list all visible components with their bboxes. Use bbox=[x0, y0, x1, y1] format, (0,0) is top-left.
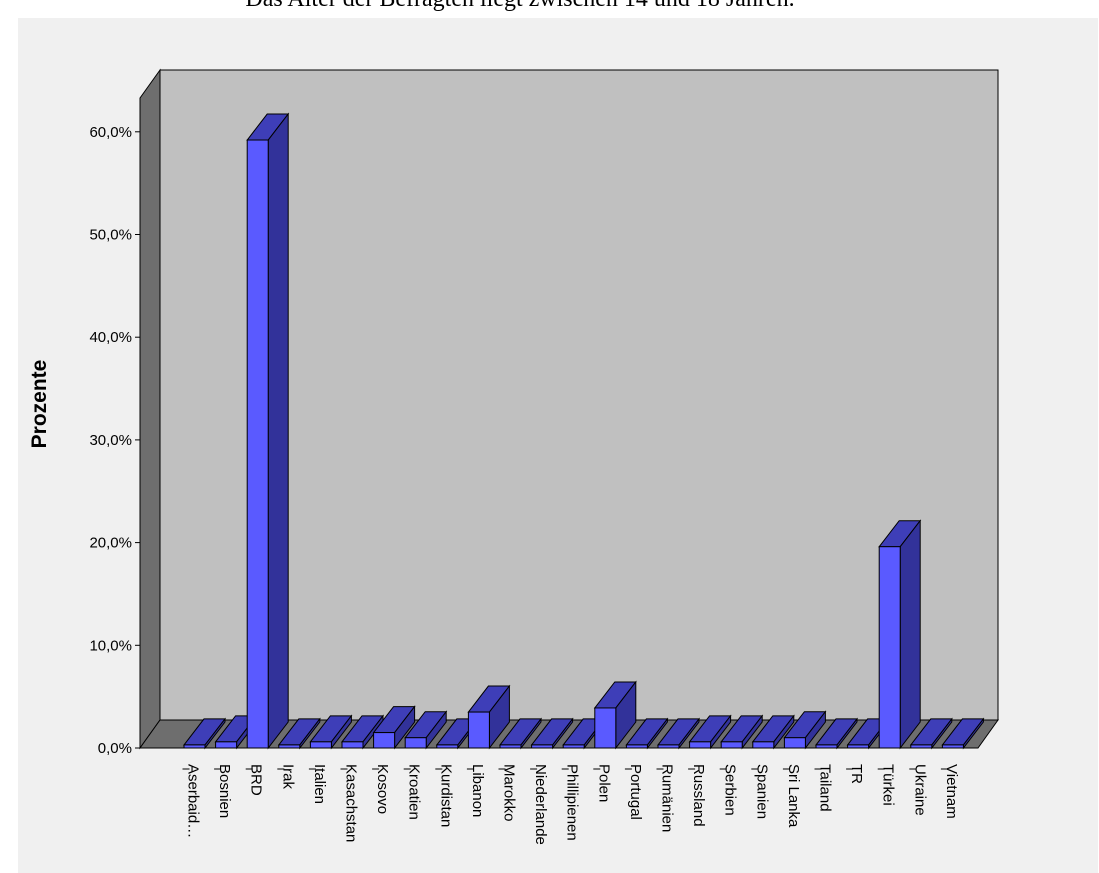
x-tick-label: Serbien bbox=[722, 764, 739, 816]
bars bbox=[182, 112, 985, 750]
x-tick-label: BRD bbox=[248, 764, 265, 796]
x-tick-label: Portugal bbox=[627, 764, 644, 820]
bar bbox=[467, 684, 511, 750]
bar bbox=[656, 717, 701, 750]
bar bbox=[941, 717, 985, 750]
bar-front bbox=[594, 707, 617, 749]
bar-front bbox=[752, 741, 775, 749]
bar-front bbox=[341, 741, 364, 749]
y-tick-label: 0,0% bbox=[98, 740, 132, 757]
bar bbox=[182, 717, 227, 750]
x-tick-label: Aserbaid… bbox=[185, 764, 202, 838]
y-tick-label: 30,0% bbox=[89, 432, 132, 449]
bar-front bbox=[910, 744, 933, 749]
x-tick-label: Kasachstan bbox=[343, 764, 360, 842]
x-tick-label: Kurdistan bbox=[437, 764, 454, 827]
bar-side bbox=[899, 519, 921, 750]
bar-front bbox=[562, 744, 585, 749]
x-tick-label: Vietnam bbox=[943, 764, 960, 819]
y-tick-label: 50,0% bbox=[89, 227, 132, 244]
x-tick-label: Italien bbox=[311, 764, 328, 804]
y-axis-label: Prozente bbox=[28, 360, 51, 449]
bar bbox=[878, 519, 922, 750]
x-tick-label: Polen bbox=[595, 764, 612, 802]
bar bbox=[404, 710, 448, 750]
bar bbox=[751, 714, 795, 750]
x-tick-label: Kroatien bbox=[406, 764, 423, 820]
bar bbox=[246, 112, 290, 750]
bar-front bbox=[436, 744, 459, 749]
bar bbox=[277, 717, 321, 750]
chart-side-wall bbox=[139, 68, 161, 750]
bar-front bbox=[499, 744, 522, 749]
bar-front bbox=[878, 546, 901, 749]
bar bbox=[340, 714, 385, 750]
x-tick-label: Marokko bbox=[501, 764, 518, 822]
x-tick-label: Tailand bbox=[817, 764, 834, 812]
x-tick-label: TR bbox=[848, 764, 865, 784]
bar-front bbox=[720, 741, 743, 749]
bar-front bbox=[531, 744, 554, 749]
x-tick-label: Phillipienen bbox=[564, 764, 581, 841]
x-tick-label: Kosovo bbox=[374, 764, 391, 814]
x-tick-label: Russland bbox=[690, 764, 707, 827]
bar-front bbox=[183, 744, 206, 749]
bar bbox=[309, 714, 353, 750]
y-tick-label: 20,0% bbox=[89, 535, 132, 552]
bar bbox=[783, 710, 827, 750]
bar bbox=[909, 717, 953, 750]
bar-front bbox=[246, 139, 269, 749]
bar bbox=[593, 680, 637, 750]
bar-front bbox=[689, 741, 712, 749]
x-tick-label: Irak bbox=[279, 764, 296, 790]
x-tick-label: Bosnien bbox=[216, 764, 233, 818]
bar-front bbox=[309, 741, 332, 749]
chart-caption: Das Alter der Befragten liegt zwischen 1… bbox=[0, 0, 1040, 13]
bar bbox=[625, 717, 669, 750]
bar-front bbox=[815, 744, 838, 749]
y-tick-label: 60,0% bbox=[89, 124, 132, 141]
y-axis: 0,0% 10,0% 20,0% 30,0% 40,0% 50,0% 60,0% bbox=[89, 98, 141, 757]
bar-chart: 0,0% 10,0% 20,0% 30,0% 40,0% 50,0% 60,0% Aserb… bbox=[28, 68, 999, 845]
bar bbox=[372, 705, 416, 750]
y-tick-label: 10,0% bbox=[89, 637, 132, 654]
x-tick-label: Libanon bbox=[469, 764, 486, 817]
bar-front bbox=[847, 744, 870, 749]
bar bbox=[814, 717, 859, 750]
bar-front bbox=[625, 744, 648, 749]
bar bbox=[498, 717, 543, 750]
bar bbox=[688, 714, 732, 750]
bar bbox=[530, 717, 574, 750]
chart-panel: 0,0% 10,0% 20,0% 30,0% 40,0% 50,0% 60,0% Aserb… bbox=[18, 18, 1098, 873]
bar bbox=[720, 714, 764, 750]
x-tick-label: Spanien bbox=[753, 764, 770, 819]
bar-front bbox=[373, 732, 396, 749]
bar-front bbox=[783, 737, 806, 749]
y-tick-label: 40,0% bbox=[89, 329, 132, 346]
bar-front bbox=[278, 744, 301, 749]
bar-front bbox=[941, 744, 964, 749]
x-tick-label: Niederlande bbox=[532, 764, 549, 845]
x-tick-label: Sri Lanka bbox=[785, 764, 802, 828]
x-tick-label: Ukraine bbox=[911, 764, 928, 816]
bar-front bbox=[657, 744, 680, 749]
x-axis: Aserbaid… Bosnien BRD Irak Italien Kasachstan… bbox=[182, 764, 960, 845]
x-tick-label: Rumänien bbox=[659, 764, 676, 832]
bar-front bbox=[467, 711, 490, 749]
bar-side bbox=[267, 112, 289, 750]
bar-front bbox=[215, 741, 238, 749]
bar-front bbox=[404, 737, 427, 749]
x-tick-label: Türkei bbox=[880, 764, 897, 806]
